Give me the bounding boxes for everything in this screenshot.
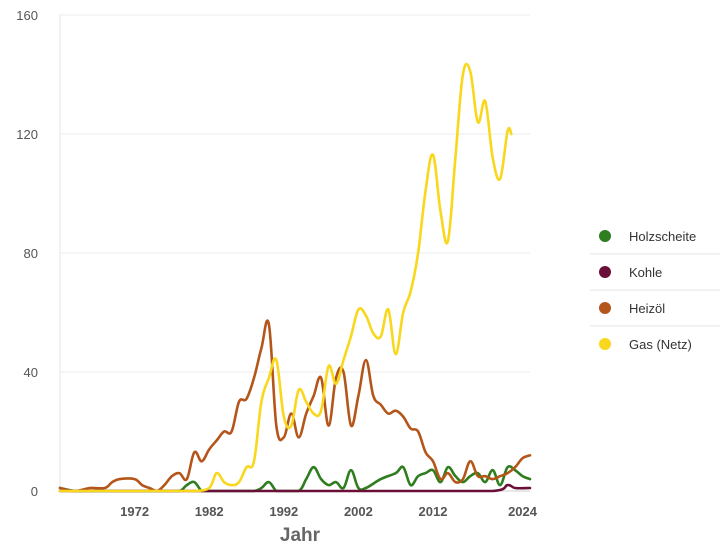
x-tick-label: 1982 — [195, 504, 224, 519]
legend-label: Heizöl — [629, 301, 665, 316]
y-tick-label: 80 — [24, 246, 38, 261]
legend[interactable]: Holzscheite Kohle Heizöl Gas (Netz) — [590, 229, 720, 352]
x-axis-ticks: 1972 1982 1992 2002 2012 2024 — [120, 504, 538, 519]
x-tick-label: 2002 — [344, 504, 373, 519]
y-axis-ticks: 0 40 80 120 160 — [16, 8, 38, 499]
legend-label: Holzscheite — [629, 229, 696, 244]
y-tick-label: 120 — [16, 127, 38, 142]
legend-item-holzscheite[interactable]: Holzscheite — [599, 229, 696, 244]
series-line-gas-netz — [58, 62, 513, 493]
legend-marker — [599, 230, 611, 242]
y-tick-label: 160 — [16, 8, 38, 23]
legend-item-heiz-l[interactable]: Heizöl — [599, 301, 665, 316]
x-tick-label: 1992 — [269, 504, 298, 519]
legend-marker — [599, 338, 611, 350]
y-tick-label: 40 — [24, 365, 38, 380]
x-tick-label: 1972 — [120, 504, 149, 519]
series-lines — [58, 62, 532, 493]
legend-label: Gas (Netz) — [629, 337, 692, 352]
legend-marker — [599, 302, 611, 314]
legend-label: Kohle — [629, 265, 662, 280]
x-tick-label: 2024 — [508, 504, 538, 519]
legend-marker — [599, 266, 611, 278]
legend-item-gas-netz[interactable]: Gas (Netz) — [599, 337, 692, 352]
x-tick-label: 2012 — [419, 504, 448, 519]
legend-item-kohle[interactable]: Kohle — [599, 265, 662, 280]
y-tick-label: 0 — [31, 484, 38, 499]
x-axis-title: Jahr — [280, 525, 321, 546]
